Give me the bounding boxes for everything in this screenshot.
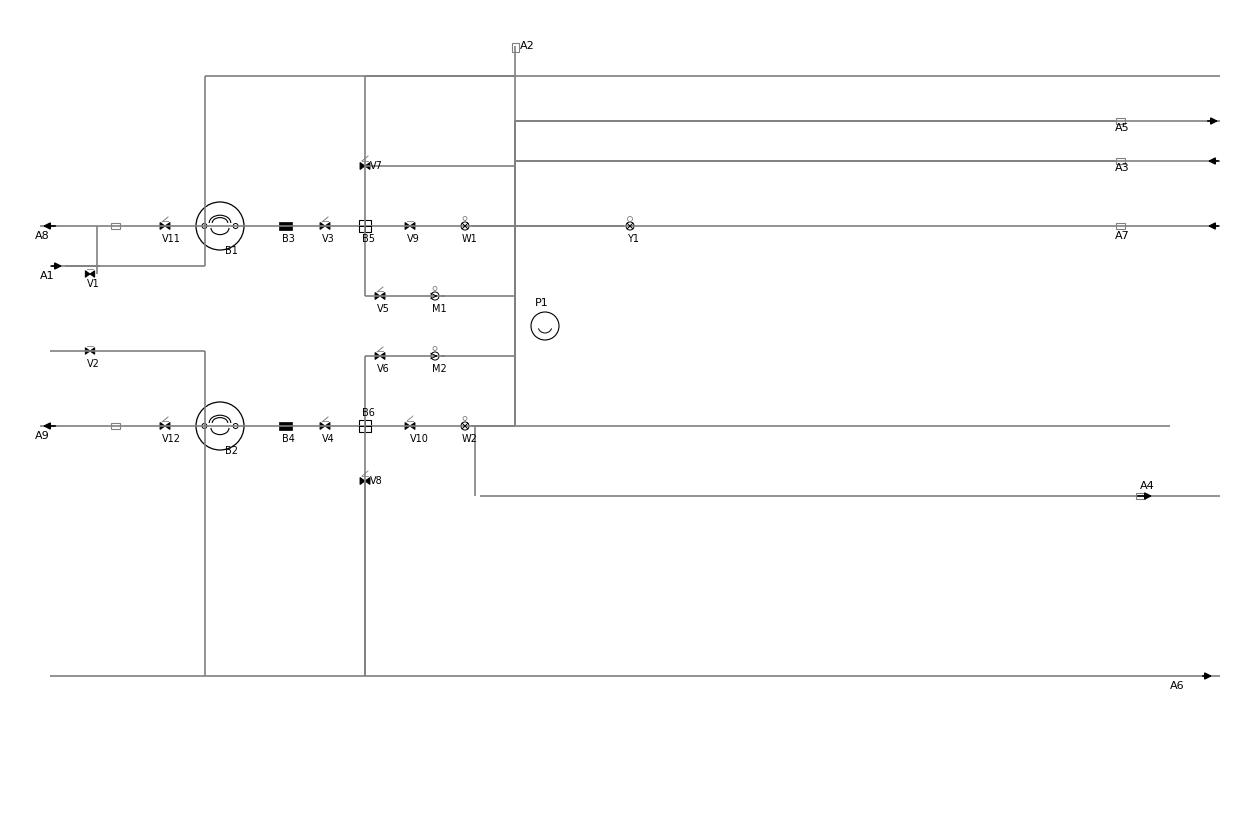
Text: A4: A4	[1140, 481, 1154, 491]
Text: V7: V7	[370, 161, 383, 171]
Text: V12: V12	[162, 434, 181, 444]
Circle shape	[196, 202, 244, 250]
Text: A5: A5	[1115, 123, 1130, 133]
Bar	[358, 220, 371, 232]
Polygon shape	[91, 348, 94, 354]
Polygon shape	[379, 292, 384, 300]
Text: V5: V5	[377, 304, 389, 314]
Text: V8: V8	[370, 476, 383, 486]
Bar	[279, 422, 291, 430]
Bar	[1116, 158, 1125, 164]
Circle shape	[463, 216, 467, 221]
Circle shape	[626, 222, 634, 230]
Polygon shape	[410, 423, 415, 430]
Polygon shape	[325, 222, 330, 230]
Circle shape	[202, 224, 207, 229]
Text: B4: B4	[281, 434, 295, 444]
Text: M2: M2	[432, 364, 446, 374]
Text: V1: V1	[87, 279, 99, 289]
Polygon shape	[410, 222, 415, 230]
Bar	[1136, 493, 1145, 499]
Text: A8: A8	[35, 231, 50, 241]
Bar	[279, 221, 291, 230]
Text: B6: B6	[362, 408, 374, 418]
Circle shape	[196, 402, 244, 450]
Polygon shape	[365, 163, 370, 169]
Text: V10: V10	[410, 434, 429, 444]
Circle shape	[432, 292, 439, 300]
Text: B1: B1	[224, 246, 238, 256]
Text: V2: V2	[87, 359, 100, 369]
Circle shape	[461, 422, 469, 430]
Circle shape	[461, 222, 469, 230]
Text: B2: B2	[224, 446, 238, 456]
Text: A1: A1	[40, 271, 55, 281]
Polygon shape	[165, 222, 170, 230]
Circle shape	[433, 346, 436, 350]
Polygon shape	[365, 477, 370, 485]
Bar	[358, 420, 371, 432]
Text: A6: A6	[1171, 681, 1184, 691]
Polygon shape	[360, 163, 365, 169]
Polygon shape	[320, 222, 325, 230]
Text: V6: V6	[377, 364, 389, 374]
Text: V9: V9	[407, 234, 420, 244]
Polygon shape	[86, 271, 91, 278]
Polygon shape	[374, 353, 379, 359]
Text: V11: V11	[162, 234, 181, 244]
Text: P1: P1	[534, 298, 549, 308]
Bar	[110, 223, 119, 229]
Text: A7: A7	[1115, 231, 1130, 241]
Bar	[1116, 223, 1125, 229]
Text: A9: A9	[35, 431, 50, 441]
Text: V4: V4	[322, 434, 335, 444]
Polygon shape	[405, 222, 410, 230]
Polygon shape	[360, 477, 365, 485]
Circle shape	[531, 312, 559, 340]
Text: A2: A2	[520, 41, 534, 51]
Bar	[1116, 118, 1125, 124]
Text: W2: W2	[463, 434, 477, 444]
Polygon shape	[405, 423, 410, 430]
Text: B5: B5	[362, 234, 374, 244]
Circle shape	[627, 216, 632, 221]
Polygon shape	[379, 353, 384, 359]
Circle shape	[432, 352, 439, 360]
Text: M1: M1	[432, 304, 446, 314]
Polygon shape	[86, 348, 91, 354]
Polygon shape	[320, 423, 325, 430]
Circle shape	[433, 287, 436, 291]
Circle shape	[202, 424, 207, 429]
Text: A3: A3	[1115, 163, 1130, 173]
Bar	[110, 423, 119, 429]
Bar	[511, 44, 518, 53]
Polygon shape	[160, 423, 165, 430]
Text: Y1: Y1	[627, 234, 639, 244]
Polygon shape	[325, 423, 330, 430]
Text: B3: B3	[281, 234, 295, 244]
Polygon shape	[160, 222, 165, 230]
Polygon shape	[165, 423, 170, 430]
Circle shape	[463, 416, 467, 420]
Text: W1: W1	[463, 234, 477, 244]
Polygon shape	[374, 292, 379, 300]
Circle shape	[233, 224, 238, 229]
Circle shape	[233, 424, 238, 429]
Text: V3: V3	[322, 234, 335, 244]
Polygon shape	[91, 271, 94, 278]
